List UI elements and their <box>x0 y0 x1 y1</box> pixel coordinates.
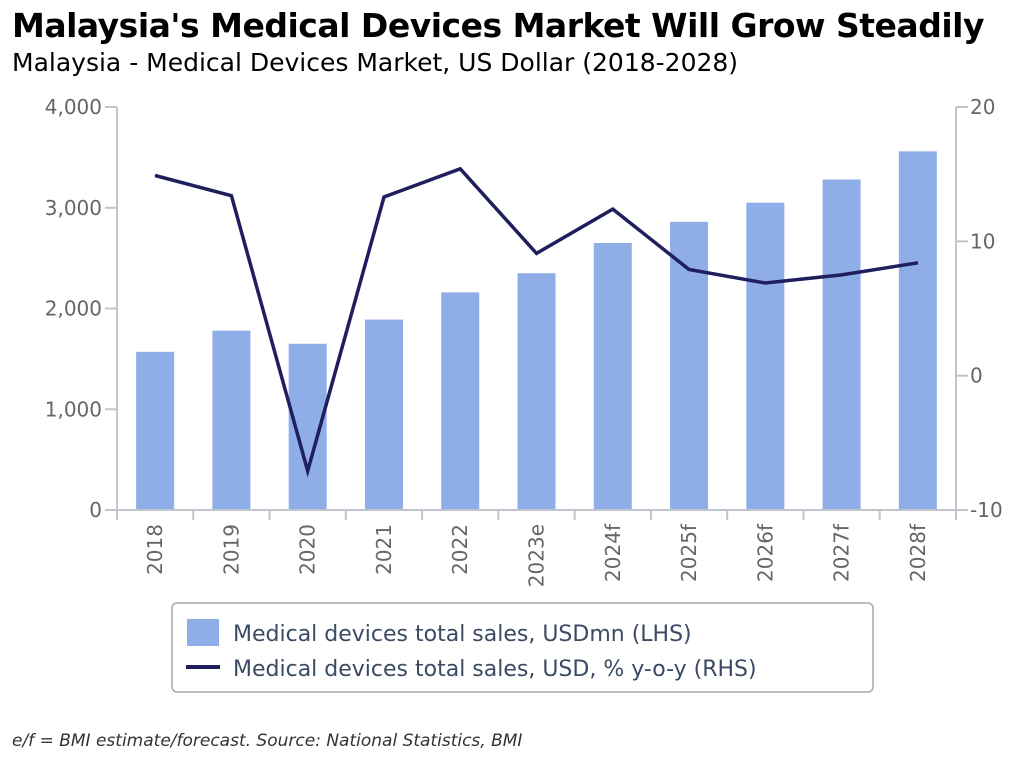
x-tick-label: 2024f <box>601 523 625 582</box>
legend-label-bar: Medical devices total sales, USDmn (LHS) <box>233 622 692 647</box>
bar-2025f <box>670 221 709 511</box>
legend-label-line: Medical devices total sales, USD, % y-o-… <box>233 657 757 682</box>
bar-2024f <box>593 243 632 510</box>
x-tick-label: 2019 <box>219 524 243 575</box>
line-point-2026f <box>764 282 766 284</box>
bar-2027f <box>822 179 861 511</box>
x-tick-label: 2022 <box>448 524 472 575</box>
bar-2023e <box>517 273 556 510</box>
bar-2019 <box>212 330 251 510</box>
y-left-tick-label: 1,000 <box>45 397 102 421</box>
x-tick-label: 2026f <box>753 523 777 582</box>
bar-2022 <box>441 292 480 510</box>
footnote: e/f = BMI estimate/forecast. Source: Nat… <box>12 731 523 751</box>
bar-2021 <box>364 319 403 510</box>
y-right-tick-label: 20 <box>970 95 995 119</box>
x-tick-label: 2027f <box>830 523 854 582</box>
line-point-2025f <box>688 269 690 271</box>
bar-2026f <box>746 202 785 510</box>
legend-swatch-bar <box>187 619 219 646</box>
x-tick-label: 2025f <box>677 523 701 582</box>
x-tick-label: 2018 <box>143 524 167 575</box>
line-point-2019 <box>230 195 232 197</box>
line-point-2022 <box>459 168 461 170</box>
y-right-tick-label: 0 <box>970 364 983 388</box>
x-tick-label: 2021 <box>372 524 396 575</box>
x-tick-label: 2028f <box>906 523 930 582</box>
bar-2028f <box>898 151 937 510</box>
chart-title: Malaysia's Medical Devices Market Will G… <box>12 6 984 45</box>
x-tick-label: 2023e <box>525 524 549 587</box>
line-point-2018 <box>154 175 156 177</box>
y-left-tick-label: 0 <box>89 498 102 522</box>
x-tick-label: 2020 <box>296 524 320 575</box>
chart-subtitle: Malaysia - Medical Devices Market, US Do… <box>12 48 739 77</box>
y-right-tick-label: 10 <box>970 229 995 253</box>
y-right-tick-label: -10 <box>970 498 1003 522</box>
line-point-2028f <box>917 262 919 264</box>
line-point-2027f <box>841 274 843 276</box>
line-point-2024f <box>612 208 614 210</box>
line-point-2021 <box>383 196 385 198</box>
line-point-2023e <box>536 252 537 254</box>
y-left-tick-label: 2,000 <box>45 297 102 321</box>
line-point-2020 <box>307 470 309 472</box>
legend-box <box>171 602 874 693</box>
y-left-tick-label: 4,000 <box>45 95 102 119</box>
y-left-tick-label: 3,000 <box>45 196 102 220</box>
bar-2018 <box>136 351 175 510</box>
